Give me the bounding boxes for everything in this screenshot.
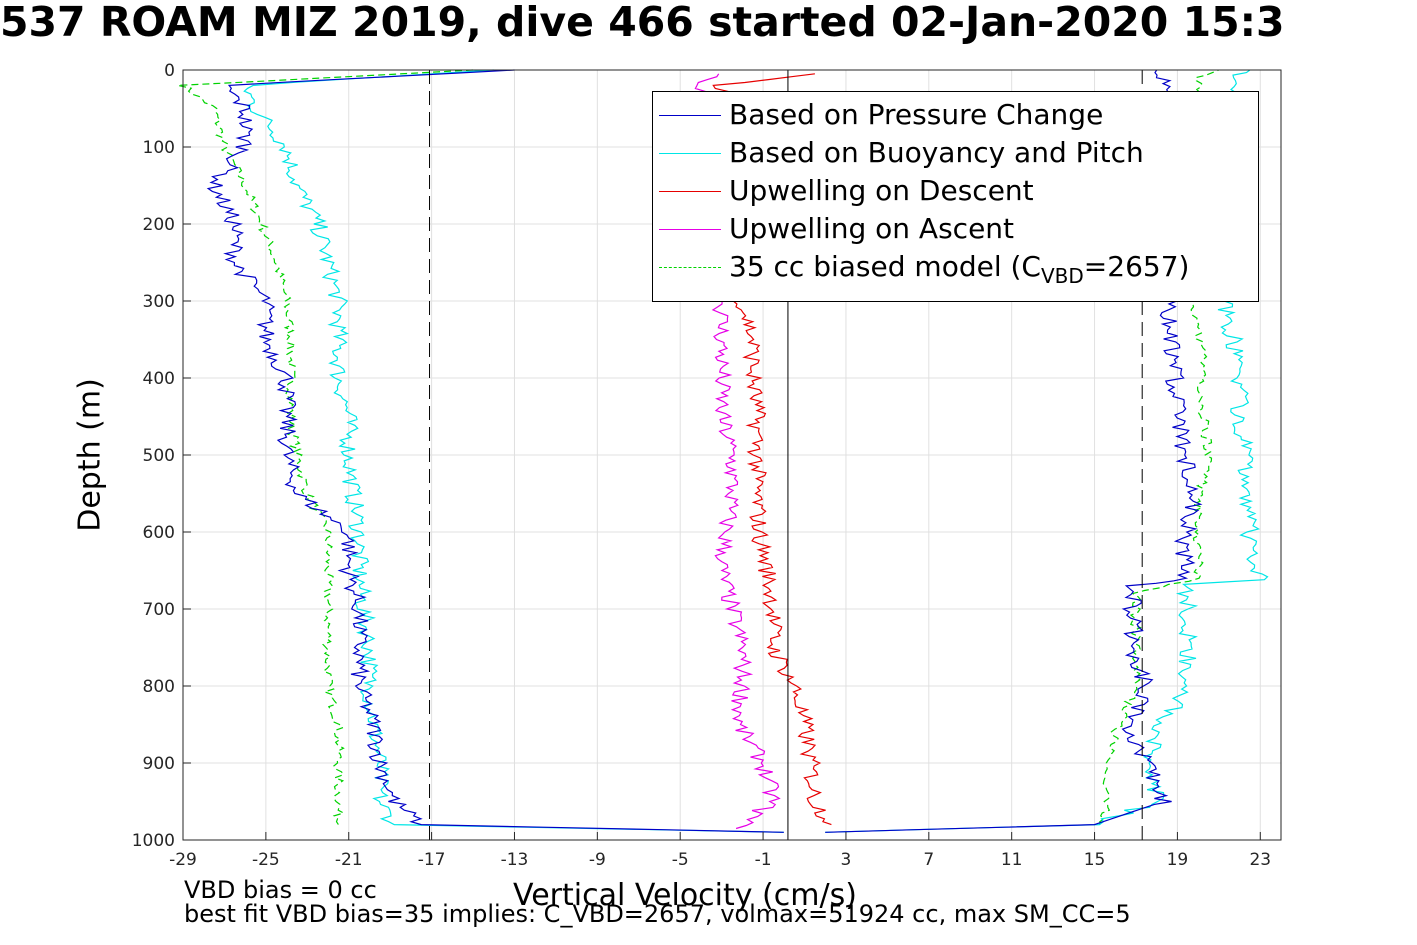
- legend-label-biased-model: 35 cc biased model (CVBD=2657): [729, 250, 1190, 286]
- legend-label-biased-model-suffix: =2657): [1083, 250, 1190, 283]
- legend-label-upwelling-descent: Upwelling on Descent: [729, 174, 1034, 207]
- x-tick-label: 23: [1249, 850, 1271, 870]
- y-tick-label: 100: [143, 138, 175, 158]
- y-tick-label: 300: [143, 292, 175, 312]
- legend-item-upwelling-descent: Upwelling on Descent: [653, 172, 1258, 210]
- legend-swatch-pressure: [659, 115, 721, 116]
- legend-label-biased-model-prefix: 35 cc biased model (C: [729, 250, 1041, 283]
- legend-label-upwelling-ascent: Upwelling on Ascent: [729, 212, 1015, 245]
- legend-swatch-biased-model: [659, 267, 721, 268]
- chart-legend: Based on Pressure Change Based on Buoyan…: [652, 91, 1259, 302]
- y-tick-label: 0: [164, 61, 175, 81]
- y-tick-label: 900: [143, 754, 175, 774]
- series-0-descent-line: [206, 69, 784, 833]
- x-tick-label: -13: [501, 850, 529, 870]
- x-tick-label: -25: [252, 850, 280, 870]
- y-tick-label: 200: [143, 215, 175, 235]
- series-1-descent-line: [243, 69, 784, 833]
- x-tick-label: -29: [169, 850, 197, 870]
- footer-vbd-bias: VBD bias = 0 cc: [184, 876, 377, 904]
- y-tick-label: 1000: [132, 831, 175, 851]
- x-tick-label: -17: [418, 850, 446, 870]
- legend-label-biased-model-sub: VBD: [1040, 264, 1084, 288]
- legend-label-buoyancy: Based on Buoyancy and Pitch: [729, 136, 1144, 169]
- y-tick-label: 600: [143, 523, 175, 543]
- x-tick-label: 11: [1001, 850, 1023, 870]
- x-tick-label: 3: [841, 850, 852, 870]
- x-tick-label: 19: [1167, 850, 1189, 870]
- legend-swatch-upwelling-descent: [659, 191, 721, 192]
- x-tick-label: -5: [672, 850, 689, 870]
- legend-label-pressure: Based on Pressure Change: [729, 98, 1104, 131]
- x-tick-label: -21: [335, 850, 363, 870]
- x-tick-label: -9: [589, 850, 606, 870]
- chart-title: 537 ROAM MIZ 2019, dive 466 started 02-J…: [0, 0, 1285, 46]
- series-4-descent-line: [177, 69, 474, 825]
- y-tick-label: 700: [143, 600, 175, 620]
- x-tick-label: 7: [923, 850, 934, 870]
- x-tick-label: 15: [1084, 850, 1106, 870]
- footer-best-fit: best fit VBD bias=35 implies: C_VBD=2657…: [184, 900, 1131, 928]
- y-axis-label: Depth (m): [72, 378, 108, 532]
- legend-item-biased-model: 35 cc biased model (CVBD=2657): [653, 248, 1258, 286]
- legend-item-buoyancy: Based on Buoyancy and Pitch: [653, 134, 1258, 172]
- legend-item-upwelling-ascent: Upwelling on Ascent: [653, 210, 1258, 248]
- x-axis-label: Vertical Velocity (cm/s): [513, 878, 857, 913]
- legend-item-pressure: Based on Pressure Change: [653, 96, 1258, 134]
- legend-swatch-buoyancy: [659, 153, 721, 154]
- y-tick-label: 800: [143, 677, 175, 697]
- y-tick-label: 400: [143, 369, 175, 389]
- chart-ticks: -29 -25 -21 -17 -13 -9 -5 -1 3 7 11 15 19 23010020030…: [132, 61, 1271, 870]
- x-tick-label: -1: [755, 850, 772, 870]
- legend-swatch-upwelling-ascent: [659, 229, 721, 230]
- y-tick-label: 500: [143, 446, 175, 466]
